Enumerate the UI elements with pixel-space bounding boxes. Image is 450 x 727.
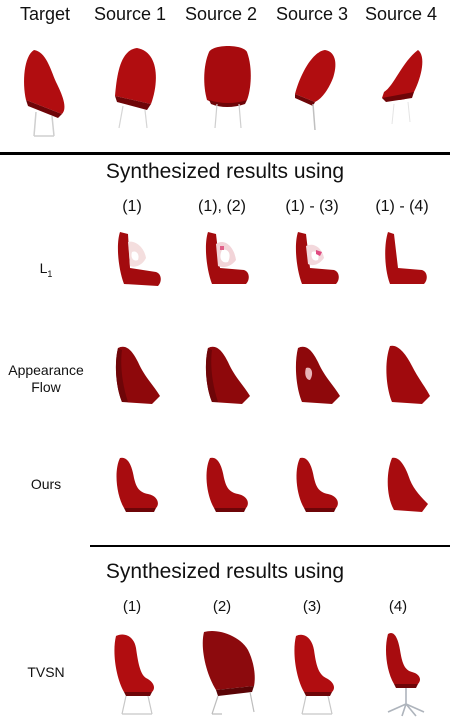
section-1-title: Synthesized results using [105, 160, 345, 183]
header-target: Target [19, 4, 71, 24]
section-2-col-1: (1) [122, 598, 142, 615]
row-label-l1-main: L [39, 260, 48, 276]
tvsn-result-2 [202, 630, 255, 715]
source-4-chair-image [382, 50, 423, 125]
l1-result-2 [205, 232, 249, 284]
section-2-col-3: (3) [302, 598, 322, 615]
section-1-col-3: (1) - (3) [285, 198, 339, 215]
section-2-title: Synthesized results using [105, 560, 345, 583]
appearance-flow-result-3 [295, 346, 340, 404]
section-1-col-1: (1) [122, 198, 142, 215]
header-source-2: Source 2 [184, 4, 258, 24]
top-separator [0, 152, 450, 155]
ours-result-2 [206, 457, 248, 512]
row-label-l1-sub: 1 [47, 268, 53, 279]
source-3-chair-image [295, 50, 336, 131]
bottom-separator [90, 545, 450, 547]
l1-result-3 [295, 232, 339, 284]
row-label-l1: L1 [0, 260, 92, 283]
row-label-tvsn: TVSN [27, 664, 65, 680]
appearance-flow-result-2 [205, 346, 250, 404]
ours-result-3 [296, 457, 338, 512]
section-2-col-2: (2) [212, 598, 232, 615]
ours-result-1 [116, 457, 158, 512]
l1-result-1 [117, 232, 161, 286]
source-1-chair-image [115, 48, 156, 129]
ours-result-4 [387, 457, 428, 512]
target-chair-image [24, 50, 65, 137]
tvsn-result-1 [114, 634, 154, 715]
appearance-flow-result-4 [386, 345, 430, 404]
row-label-ours: Ours [30, 476, 62, 492]
l1-result-4 [385, 232, 427, 284]
header-source-3: Source 3 [275, 4, 349, 24]
tvsn-result-3 [294, 634, 334, 715]
source-2-chair-image [204, 46, 251, 129]
appearance-flow-result-1 [115, 346, 160, 404]
section-2-col-4: (4) [388, 598, 408, 615]
section-1-col-4: (1) - (4) [375, 198, 429, 215]
tvsn-result-4 [386, 632, 425, 717]
row-label-appearance-flow: Appearance Flow [8, 362, 84, 395]
section-1-col-2: (1), (2) [198, 198, 246, 215]
header-source-1: Source 1 [93, 4, 167, 24]
header-source-4: Source 4 [364, 4, 438, 24]
